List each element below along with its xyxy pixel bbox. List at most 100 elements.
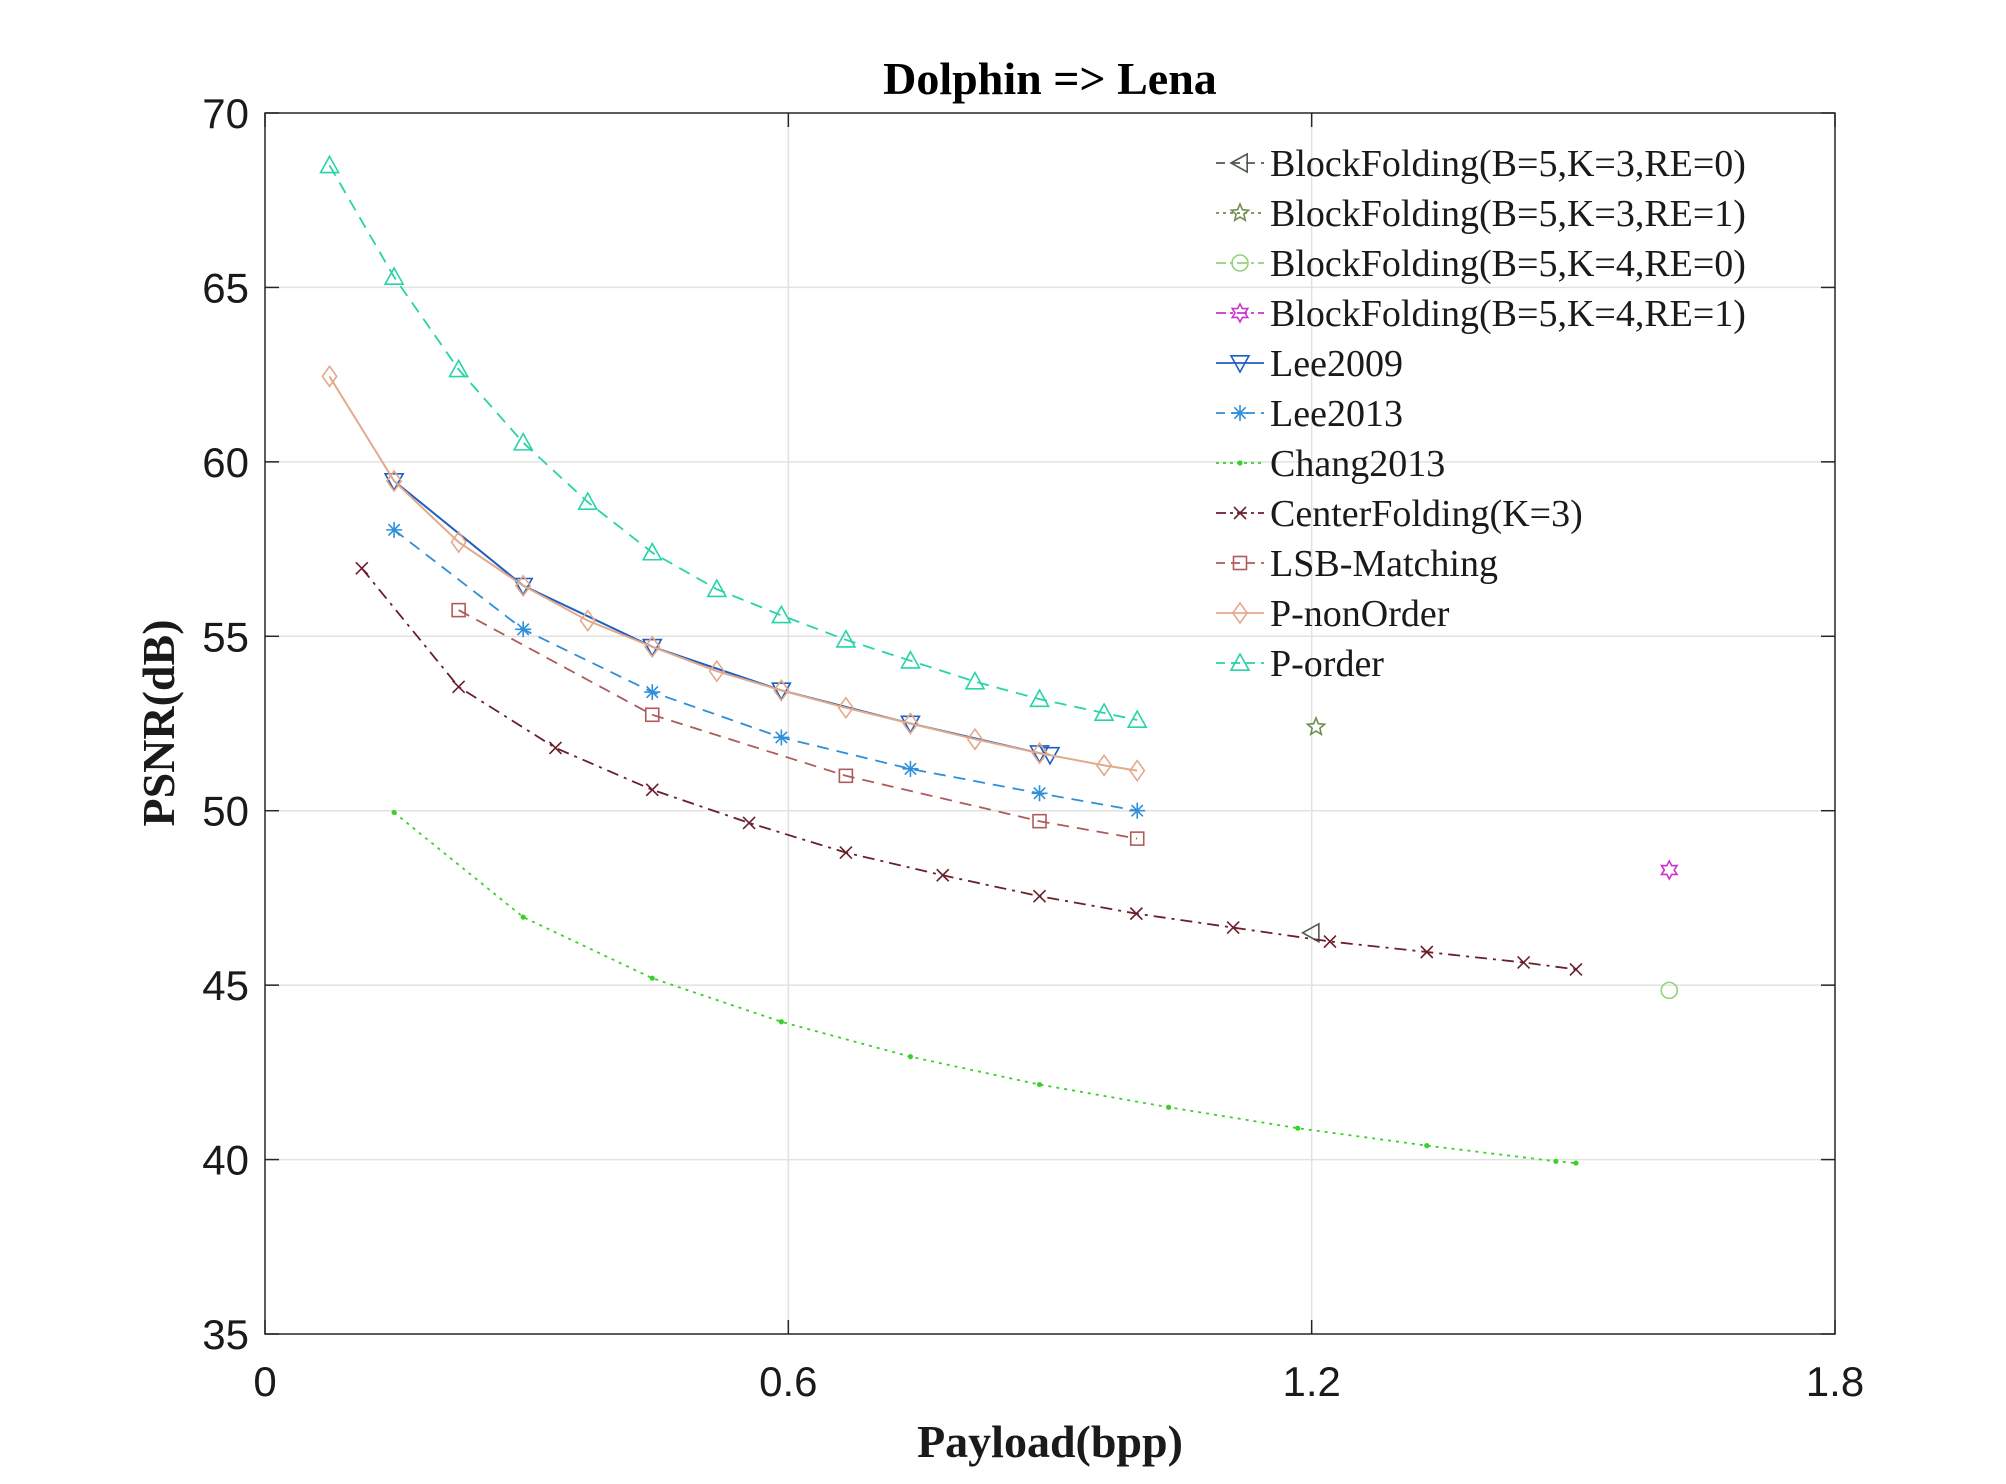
series-layer: [319, 154, 1679, 1166]
series-3: [1660, 981, 1679, 1000]
y-tick-label: 60: [202, 439, 249, 486]
y-axis-label: PSNR(dB): [133, 619, 184, 826]
series-line: [328, 375, 1138, 772]
legend-marker: [1231, 254, 1249, 272]
data-point: [641, 541, 663, 561]
legend-marker: [1229, 354, 1251, 374]
data-point: [1295, 1125, 1301, 1131]
data-point: [1659, 859, 1679, 881]
data-point: [1032, 889, 1047, 903]
data-point: [512, 577, 534, 597]
x-tick-label: 0: [253, 1358, 276, 1405]
data-point: [773, 678, 790, 702]
data-point: [644, 684, 661, 701]
data-point: [900, 650, 921, 669]
data-point: [742, 816, 756, 830]
data-point: [383, 473, 405, 492]
data-point: [383, 266, 405, 285]
data-point: [837, 696, 855, 720]
data-point: [452, 680, 466, 694]
legend-marker: [1229, 152, 1248, 174]
data-point: [1095, 753, 1113, 777]
legend-label: Lee2009: [1270, 343, 1403, 385]
data-point: [1029, 688, 1050, 708]
legend-marker: [1232, 555, 1248, 571]
series-2: [1305, 715, 1327, 736]
data-point: [1036, 1081, 1043, 1088]
data-point: [645, 783, 659, 797]
series-11: [319, 154, 1148, 729]
legend-label: BlockFolding(B=5,K=4,RE=0): [1270, 243, 1746, 285]
legend-label: BlockFolding(B=5,K=3,RE=0): [1270, 143, 1746, 185]
data-point: [385, 469, 403, 493]
legend-label: CenterFolding(K=3): [1270, 493, 1583, 535]
data-point: [1129, 802, 1146, 819]
data-point: [579, 609, 596, 632]
data-point: [1166, 1104, 1172, 1110]
y-tick-label: 35: [202, 1311, 249, 1358]
data-point: [1323, 934, 1337, 949]
axis-ticks: 0 0.6 1.2 1.8 35 40 45 50 55 60 65 70: [202, 90, 1864, 1405]
chart-title: Dolphin => Lena: [883, 53, 1217, 104]
data-point: [1031, 785, 1048, 802]
series-8: [355, 561, 1583, 977]
data-point: [1129, 759, 1146, 782]
data-point: [902, 760, 919, 777]
y-tick-label: 50: [202, 788, 249, 835]
plot-background: [265, 113, 1835, 1334]
data-point: [548, 741, 563, 755]
data-point: [319, 154, 340, 174]
data-point: [778, 1019, 784, 1025]
data-point: [907, 1054, 914, 1060]
data-point: [512, 432, 534, 451]
data-point: [1129, 907, 1143, 921]
legend-marker: [1237, 460, 1243, 466]
data-point: [1126, 709, 1148, 729]
data-point: [936, 868, 950, 882]
data-point: [770, 604, 792, 624]
data-point: [1226, 921, 1240, 935]
x-tick-label: 1.8: [1806, 1358, 1864, 1405]
data-point: [773, 729, 790, 746]
series-9: [451, 602, 1145, 846]
data-point: [644, 707, 660, 723]
data-point: [964, 670, 986, 690]
data-point: [1305, 715, 1327, 736]
legend-marker: [1229, 201, 1251, 222]
data-point: [708, 659, 725, 683]
data-point: [448, 358, 469, 378]
data-point: [1553, 1158, 1559, 1164]
data-point: [966, 727, 984, 751]
legend-label: P-nonOrder: [1270, 593, 1450, 635]
series-line: [393, 811, 1577, 1164]
series-7: [391, 809, 1579, 1166]
legend-marker: [1230, 302, 1250, 324]
legend-marker: [1231, 601, 1249, 625]
data-point: [386, 521, 403, 538]
series-line: [458, 609, 1138, 840]
data-point: [520, 914, 526, 920]
data-point: [321, 365, 338, 388]
legend-label: Chang2013: [1270, 443, 1445, 485]
legend-label: P-order: [1270, 643, 1384, 685]
series-1: [1301, 922, 1320, 944]
plot-frame: [264, 112, 1836, 1335]
legend-marker: [1233, 506, 1247, 520]
data-point: [577, 491, 599, 510]
data-point: [1517, 955, 1531, 970]
data-point: [1573, 1160, 1579, 1166]
x-tick-label: 0.6: [759, 1358, 817, 1405]
data-point: [839, 846, 853, 860]
x-tick-label: 1.2: [1282, 1358, 1340, 1405]
data-point: [838, 768, 854, 784]
y-tick-label: 70: [202, 90, 249, 137]
data-point: [1032, 813, 1047, 829]
data-point: [706, 578, 728, 598]
data-point: [1569, 962, 1583, 977]
legend-marker: [1229, 652, 1251, 672]
data-point: [1093, 702, 1115, 722]
data-point: [644, 635, 661, 659]
y-tick-label: 45: [202, 962, 249, 1009]
data-point: [355, 561, 369, 575]
